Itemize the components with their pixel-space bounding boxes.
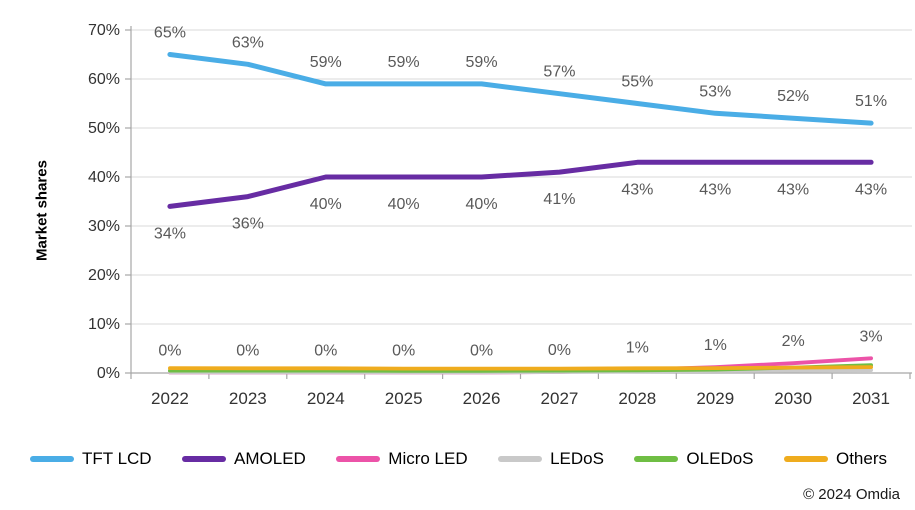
legend-label: OLEDoS <box>686 449 754 468</box>
legend-item-amoled: AMOLED <box>182 449 306 469</box>
data-label: 43% <box>855 181 887 198</box>
data-label: 57% <box>543 64 575 81</box>
legend-item-others: Others <box>783 449 887 469</box>
legend-marker-icon <box>498 456 543 462</box>
x-tick-label: 2025 <box>385 389 423 408</box>
data-label: 0% <box>470 343 493 360</box>
data-label: 36% <box>232 216 264 233</box>
copyright-text: © 2024 Omdia <box>803 486 900 503</box>
data-label: 0% <box>158 343 181 360</box>
data-label: 51% <box>855 93 887 110</box>
data-label: 2% <box>782 333 805 350</box>
legend-marker-icon <box>182 456 227 462</box>
legend-label: Others <box>835 449 887 468</box>
data-label: 0% <box>236 343 259 360</box>
legend-item-micro-led: Micro LED <box>336 449 468 469</box>
legend-label: LEDoS <box>550 449 604 468</box>
legend-marker-icon <box>30 456 74 462</box>
data-label: 59% <box>310 54 342 71</box>
y-tick-label: 50% <box>88 120 120 137</box>
legend-marker-icon <box>634 456 679 462</box>
x-tick-label: 2029 <box>696 389 734 408</box>
chart-canvas: 0% 10% 20% 30% 40% 50% 60% 70% 2022 2023 2024 2025 2… <box>88 22 912 408</box>
x-tick-label: 2024 <box>307 389 345 408</box>
legend-item-oledos: OLEDoS <box>634 449 754 469</box>
y-tick-label: 0% <box>97 365 120 382</box>
legend-item-ledos: LEDoS <box>498 449 604 469</box>
y-tick-label: 10% <box>88 316 120 333</box>
data-label: 59% <box>466 54 498 71</box>
x-tick-label: 2030 <box>774 389 812 408</box>
data-label: 40% <box>310 196 342 213</box>
data-label: 0% <box>392 343 415 360</box>
data-label: 40% <box>388 196 420 213</box>
y-tick-label: 40% <box>88 169 120 186</box>
data-label: 63% <box>232 34 264 51</box>
x-tick-label: 2026 <box>463 389 501 408</box>
series-line-tft-lcd <box>167 52 874 126</box>
data-label: 1% <box>704 337 727 354</box>
data-label: 41% <box>543 191 575 208</box>
legend-item-tft-lcd: TFT LCD <box>30 449 152 469</box>
y-tick-label: 30% <box>88 218 120 235</box>
x-tick-label: 2028 <box>618 389 656 408</box>
y-axis-title: Market shares <box>33 160 51 261</box>
data-label: 0% <box>548 342 571 359</box>
data-label: 34% <box>154 225 186 242</box>
data-label: 1% <box>626 340 649 357</box>
data-label: 59% <box>388 54 420 71</box>
legend-label: TFT LCD <box>82 449 152 468</box>
data-label: 3% <box>859 328 882 345</box>
x-tick-label: 2027 <box>541 389 579 408</box>
y-tick-label: 20% <box>88 267 120 284</box>
data-label: 65% <box>154 25 186 42</box>
y-tick-label: 70% <box>88 22 120 39</box>
legend-marker-icon <box>336 456 381 462</box>
legend: TFT LCD AMOLED Micro LED LEDoS OLEDoS Others <box>30 449 887 469</box>
legend-marker-icon <box>783 456 828 462</box>
series-line-others <box>168 365 873 371</box>
x-tick-label: 2023 <box>229 389 267 408</box>
legend-label: AMOLED <box>234 449 306 468</box>
data-label: 0% <box>314 343 337 360</box>
data-label: 53% <box>699 83 731 100</box>
data-label: 43% <box>777 181 809 198</box>
data-label: 43% <box>699 181 731 198</box>
x-tick-label: 2031 <box>852 389 890 408</box>
data-label: 52% <box>777 88 809 105</box>
data-label: 55% <box>621 74 653 91</box>
legend-label: Micro LED <box>388 449 468 468</box>
data-label: 40% <box>466 196 498 213</box>
x-tick-label: 2022 <box>151 389 189 408</box>
data-label: 43% <box>621 181 653 198</box>
series-line-amoled <box>167 159 874 209</box>
y-tick-label: 60% <box>88 71 120 88</box>
